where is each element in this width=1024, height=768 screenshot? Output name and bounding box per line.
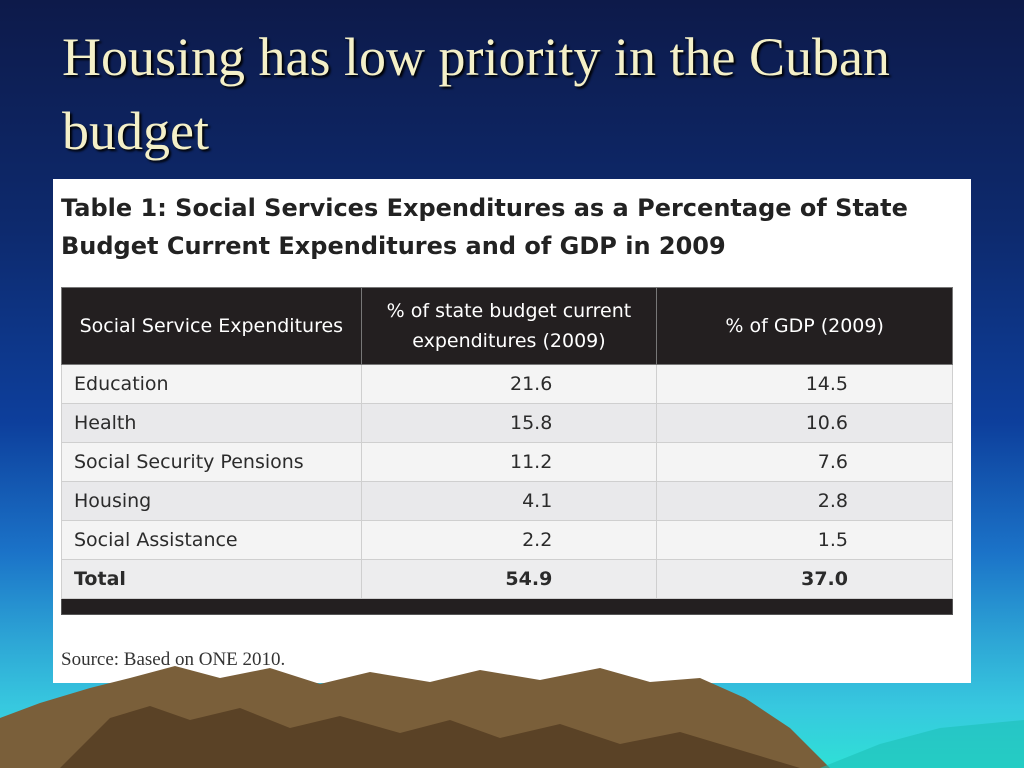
table-row: Health 15.8 10.6 xyxy=(61,403,953,443)
table-caption: Table 1: Social Services Expenditures as… xyxy=(61,194,908,260)
table-row: Social Security Pensions 11.2 7.6 xyxy=(61,442,953,482)
budget-value: 4.1 xyxy=(360,481,658,521)
total-row: Total 54.9 37.0 xyxy=(61,559,953,599)
table-header-row: Social Service Expenditures % of state b… xyxy=(61,287,953,365)
column-header-budget: % of state budget current expenditures (… xyxy=(360,287,658,365)
gdp-value: 1.5 xyxy=(656,520,953,560)
source-note: Source: Based on ONE 2010. xyxy=(61,649,286,670)
gdp-value: 10.6 xyxy=(656,403,953,443)
total-label: Total xyxy=(61,559,362,599)
row-label: Social Security Pensions xyxy=(61,442,362,482)
gdp-value: 2.8 xyxy=(656,481,953,521)
row-label: Education xyxy=(61,364,362,404)
column-header-service: Social Service Expenditures xyxy=(61,287,362,365)
row-label: Health xyxy=(61,403,362,443)
budget-value: 11.2 xyxy=(360,442,658,482)
budget-value: 21.6 xyxy=(360,364,658,404)
table-row: Housing 4.1 2.8 xyxy=(61,481,953,521)
table-panel: Table 1: Social Services Expenditures as… xyxy=(53,179,971,683)
slide-title: Housing has low priority in the Cuban bu… xyxy=(62,27,890,161)
budget-value: 2.2 xyxy=(360,520,658,560)
row-label: Social Assistance xyxy=(61,520,362,560)
row-label: Housing xyxy=(61,481,362,521)
budget-value: 15.8 xyxy=(360,403,658,443)
gdp-value: 7.6 xyxy=(656,442,953,482)
gdp-value: 14.5 xyxy=(656,364,953,404)
total-budget-value: 54.9 xyxy=(360,559,658,599)
table-row: Education 21.6 14.5 xyxy=(61,364,953,404)
expenditure-table: Social Service Expenditures % of state b… xyxy=(61,287,953,615)
column-header-gdp: % of GDP (2009) xyxy=(656,287,953,365)
mountain-landscape xyxy=(0,666,1024,768)
table-row: Social Assistance 2.2 1.5 xyxy=(61,520,953,560)
table-footer-bar xyxy=(61,598,953,615)
total-gdp-value: 37.0 xyxy=(656,559,953,599)
